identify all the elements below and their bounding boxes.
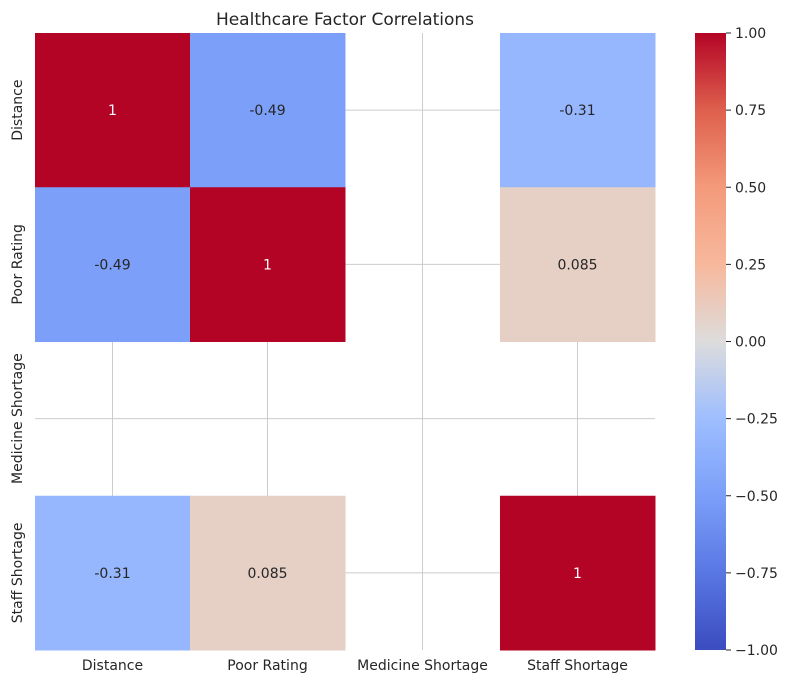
x-tick-label: Medicine Shortage bbox=[357, 658, 488, 674]
cell-annotation: 0.085 bbox=[247, 566, 287, 582]
colorbar-tick-label: 0.00 bbox=[735, 335, 766, 351]
colorbar-tick-label: −0.75 bbox=[735, 566, 778, 582]
y-tick-label: Staff Shortage bbox=[10, 523, 26, 624]
x-tick-label: Staff Shortage bbox=[527, 658, 628, 674]
colorbar-tick-label: 0.75 bbox=[735, 103, 766, 119]
y-tick-label: Distance bbox=[10, 80, 26, 141]
heatmap-cell bbox=[190, 33, 346, 188]
colorbar-tick-label: −0.50 bbox=[735, 489, 778, 505]
heatmap-cell bbox=[190, 495, 346, 651]
heatmap-cell bbox=[190, 187, 346, 342]
colorbar-tick-label: 0.50 bbox=[735, 180, 766, 196]
colorbar-tick-label: 0.25 bbox=[735, 257, 766, 273]
cell-annotation: 0.085 bbox=[557, 257, 597, 273]
heatmap-cell bbox=[35, 495, 191, 651]
colorbar-tick-label: −1.00 bbox=[735, 643, 778, 659]
y-tick-label: Poor Rating bbox=[10, 224, 26, 304]
heatmap-cell bbox=[500, 33, 656, 188]
x-tick-labels: Distance Poor Rating Medicine Shortage Staf… bbox=[82, 658, 628, 674]
heatmap-cell bbox=[35, 33, 191, 188]
cell-annotations: 1 -0.49 -0.31 -0.49 1 0.085 -0.31 0.085 1 bbox=[94, 103, 597, 582]
heatmap-cell bbox=[500, 495, 656, 651]
y-tick-label: Medicine Shortage bbox=[10, 353, 26, 484]
chart-title: Healthcare Factor Correlations bbox=[216, 10, 474, 30]
colorbar-ticks: 1.00 0.75 0.50 0.25 0.00 −0.25 −0.50 −0.75 −1.00 bbox=[726, 26, 778, 659]
colorbar-tick-label: −0.25 bbox=[735, 412, 778, 428]
x-tick-label: Distance bbox=[82, 658, 143, 674]
heatmap-cells bbox=[35, 33, 656, 651]
y-tick-labels: Distance Poor Rating Medicine Shortage Staf… bbox=[10, 80, 26, 624]
colorbar-tick-label: 1.00 bbox=[735, 26, 766, 42]
heatmap-cell bbox=[500, 187, 656, 342]
cell-annotation: 1 bbox=[108, 103, 117, 119]
cell-annotation: 1 bbox=[573, 566, 582, 582]
cell-annotation: -0.31 bbox=[559, 103, 595, 119]
colorbar bbox=[695, 33, 726, 650]
cell-annotation: -0.31 bbox=[94, 566, 130, 582]
cell-annotation: 1 bbox=[263, 257, 272, 273]
cell-annotation: -0.49 bbox=[249, 103, 285, 119]
cell-annotation: -0.49 bbox=[94, 257, 130, 273]
x-tick-label: Poor Rating bbox=[227, 658, 307, 674]
heatmap-cell bbox=[35, 187, 191, 342]
